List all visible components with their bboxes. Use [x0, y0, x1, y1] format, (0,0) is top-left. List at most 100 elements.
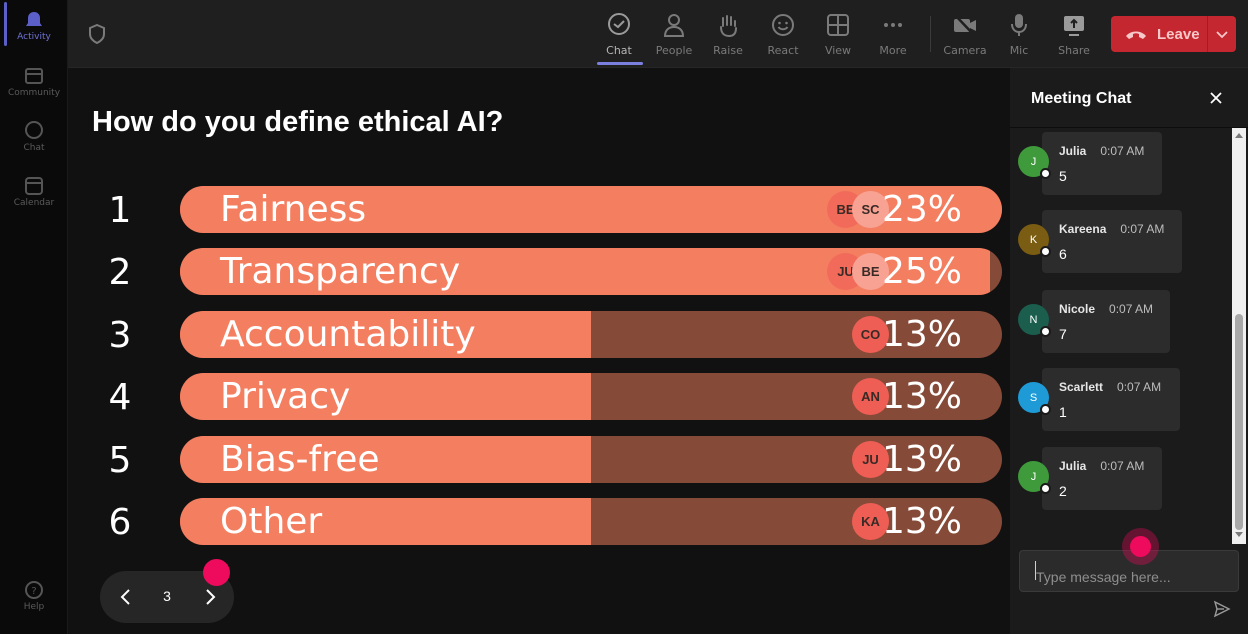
poll-option[interactable]: 3 Accountability CO 13% — [92, 311, 1004, 359]
avatar[interactable]: J — [1018, 461, 1051, 494]
option-label: Privacy — [220, 376, 351, 417]
voter-avatar: AN — [852, 378, 889, 415]
voter-avatar: KA — [852, 503, 889, 540]
sender-name: Scarlett — [1059, 380, 1104, 394]
sender-name: Julia — [1059, 459, 1087, 473]
chat-message[interactable]: N Nicole 0:07 AM 7 — [1018, 290, 1170, 353]
chat-header: Meeting Chat — [1010, 68, 1248, 128]
grid-view-icon — [827, 14, 849, 36]
option-percent: 13% — [881, 314, 962, 355]
share-button[interactable]: Share — [1050, 10, 1098, 62]
option-bar-fill — [180, 373, 591, 420]
option-bar: Privacy AN 13% — [180, 373, 1002, 420]
chat-message[interactable]: S Scarlett 0:07 AM 1 — [1018, 368, 1180, 431]
view-button[interactable]: View — [814, 10, 862, 62]
poll-question: How do you define ethical AI? — [92, 106, 504, 138]
option-percent: 13% — [881, 501, 962, 542]
presence-status — [1040, 404, 1051, 415]
message-text: 6 — [1059, 246, 1067, 262]
voter-avatar: BE — [852, 253, 889, 290]
help-icon: ? — [25, 581, 43, 599]
raise-button-label: Raise — [713, 44, 743, 57]
community-icon — [25, 68, 43, 84]
send-icon[interactable] — [1213, 600, 1231, 618]
message-text: 2 — [1059, 483, 1067, 499]
option-label: Other — [220, 501, 323, 542]
option-bar: Transparency JU BE 25% — [180, 248, 1002, 295]
chevron-left-icon[interactable] — [112, 583, 140, 611]
option-label: Accountability — [220, 314, 476, 355]
option-label: Bias-free — [220, 439, 380, 480]
presence-status — [1040, 246, 1051, 257]
app-rail: Activity Community Chat Calendar ? Help — [0, 0, 68, 634]
scroll-up-icon[interactable] — [1235, 132, 1243, 140]
svg-text:?: ? — [31, 586, 36, 597]
voter-avatars: AN — [852, 378, 889, 415]
mic-button[interactable]: Mic — [995, 10, 1043, 62]
chevron-right-icon[interactable] — [196, 583, 224, 611]
chat-message[interactable]: J Julia 0:07 AM 2 — [1018, 447, 1162, 510]
poll-option[interactable]: 1 Fairness BE SC 23% — [92, 186, 1004, 234]
poll-option[interactable]: 6 Other KA 13% — [92, 498, 1004, 546]
presence-status — [1040, 168, 1051, 179]
rail-label: Help — [23, 602, 45, 612]
option-number: 1 — [108, 190, 132, 231]
meeting-chat-panel: Meeting Chat J Julia 0:07 AM 5 K Kareena 0:07 … — [1010, 68, 1248, 634]
voter-avatar: CO — [852, 316, 889, 353]
poll-option[interactable]: 4 Privacy AN 13% — [92, 373, 1004, 421]
rail-label: Chat — [23, 143, 45, 153]
avatar[interactable]: S — [1018, 382, 1051, 415]
leave-main[interactable]: Leave — [1111, 26, 1207, 43]
option-bar: Other KA 13% — [180, 498, 1002, 545]
poll-option[interactable]: 2 Transparency JU BE 25% — [92, 248, 1004, 296]
scroll-down-icon[interactable] — [1235, 530, 1243, 538]
chat-message[interactable]: K Kareena 0:07 AM 6 — [1018, 210, 1182, 273]
rail-item-community[interactable]: Community — [0, 66, 68, 98]
rail-label: Calendar — [13, 198, 55, 208]
rail-item-help[interactable]: ? Help — [0, 580, 68, 612]
leave-button[interactable]: Leave — [1111, 16, 1236, 52]
rail-item-activity[interactable]: Activity — [0, 10, 68, 42]
message-time: 0:07 AM — [1100, 459, 1145, 473]
chat-scrollbar[interactable] — [1232, 128, 1246, 544]
option-percent: 23% — [881, 189, 962, 230]
phone-hangup-icon — [1126, 31, 1146, 39]
option-label: Fairness — [220, 189, 367, 230]
more-button[interactable]: More — [869, 10, 917, 62]
poll-stage: How do you define ethical AI? 1 Fairness B… — [68, 68, 1010, 634]
chat-message[interactable]: J Julia 0:07 AM 5 — [1018, 132, 1162, 195]
voter-avatar: SC — [852, 191, 889, 228]
option-number: 6 — [108, 502, 132, 543]
close-icon[interactable] — [1208, 90, 1224, 106]
react-button[interactable]: React — [759, 10, 807, 62]
people-button[interactable]: People — [650, 10, 698, 62]
text-caret — [1035, 561, 1036, 580]
avatar-initial: N — [1029, 313, 1038, 326]
chevron-down-icon[interactable] — [1208, 26, 1236, 43]
chat-message-input[interactable] — [1019, 550, 1239, 592]
avatar[interactable]: N — [1018, 304, 1051, 337]
leave-separator — [1207, 16, 1208, 52]
camera-button-label: Camera — [943, 44, 987, 57]
scroll-thumb[interactable] — [1235, 314, 1243, 530]
avatar[interactable]: K — [1018, 224, 1051, 257]
sender-name: Julia — [1059, 144, 1087, 158]
option-bar: Fairness BE SC 23% — [180, 186, 1002, 233]
rail-label: Community — [7, 88, 61, 98]
bell-icon — [26, 12, 42, 26]
poll-option[interactable]: 5 Bias-free JU 13% — [92, 436, 1004, 484]
raise-hand-button[interactable]: Raise — [704, 10, 752, 62]
option-bar: Accountability CO 13% — [180, 311, 1002, 358]
shield-icon[interactable] — [88, 24, 106, 44]
sender-name: Nicole — [1059, 302, 1096, 316]
option-number: 4 — [108, 377, 132, 418]
avatar-initial: S — [1029, 391, 1038, 404]
chat-button[interactable]: Chat — [595, 10, 643, 62]
chat-bubble-icon — [608, 13, 630, 35]
message-time: 0:07 AM — [1120, 222, 1165, 236]
camera-button[interactable]: Camera — [941, 10, 989, 62]
rail-item-chat[interactable]: Chat — [0, 121, 68, 153]
meeting-toolbar: Chat People Raise React View More Camera… — [68, 0, 1248, 68]
avatar[interactable]: J — [1018, 146, 1051, 179]
rail-item-calendar[interactable]: Calendar — [0, 176, 68, 208]
